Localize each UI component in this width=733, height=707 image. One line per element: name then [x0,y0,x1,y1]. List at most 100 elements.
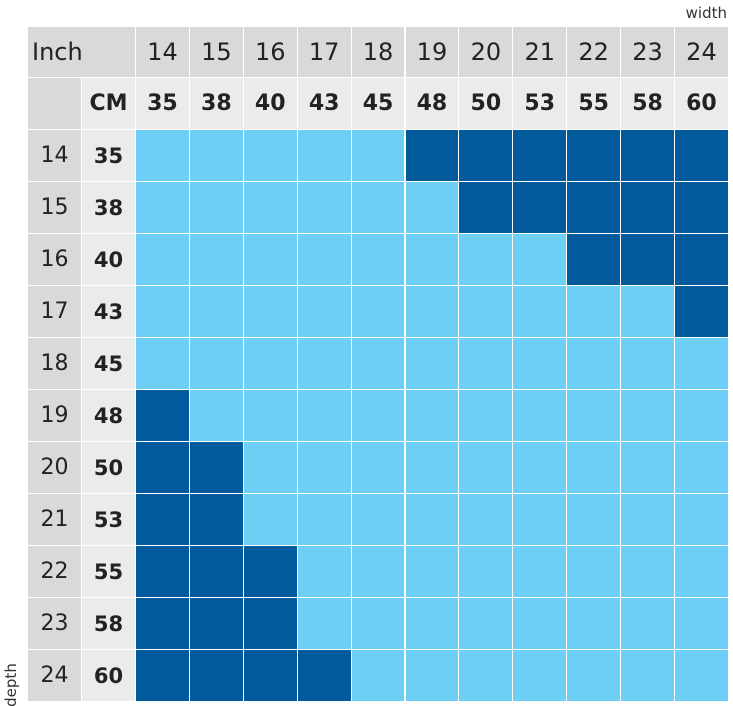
row-inch-header: 20 [28,442,82,494]
heatmap-cell-light [621,494,675,546]
heatmap-cell-light [675,650,729,702]
heatmap-cell-dark [136,598,190,650]
heatmap-cell-light [243,286,298,338]
row-cm-header: 53 [82,494,136,546]
column-inch-header: 14 [136,27,190,78]
column-cm-header: 48 [405,78,460,130]
heatmap-cell-light [567,390,622,442]
heatmap-cell-light [675,494,729,546]
heatmap-cell-light [459,494,514,546]
heatmap-cell-dark [459,130,514,182]
heatmap-cell-light [567,338,622,390]
heatmap-cell-dark [189,442,244,494]
row-inch-header: 23 [28,598,82,650]
heatmap-cell-light [675,442,729,494]
heatmap-cell-light [459,546,514,598]
column-cm-header: 45 [351,78,406,130]
heatmap-cell-light [243,442,298,494]
heatmap-cell-light [513,598,568,650]
column-inch-header: 21 [513,27,568,78]
heatmap-cell-light [189,130,244,182]
heatmap-cell-light [405,234,460,286]
heatmap-cell-light [405,442,460,494]
heatmap-cell-light [513,442,568,494]
unit-label: Inch [28,27,136,78]
heatmap-cell-light [243,234,298,286]
heatmap-cell-light [189,390,244,442]
heatmap-cell-light [567,442,622,494]
heatmap-cell-light [351,182,406,234]
heatmap-cell-dark [513,130,568,182]
heatmap-cell-dark [243,546,298,598]
row-cm-header: 60 [82,650,136,702]
column-inch-header: 19 [405,27,460,78]
heatmap-cell-dark [189,650,244,702]
heatmap-cell-light [567,598,622,650]
heatmap-cell-dark [675,182,729,234]
heatmap-cell-dark [189,598,244,650]
row-cm-header: 40 [82,234,136,286]
row-inch-header: 17 [28,286,82,338]
heatmap-cell-light [189,234,244,286]
column-inch-header: 18 [351,27,406,78]
corner-blank [28,78,82,130]
row-cm-header: 45 [82,338,136,390]
size-chart-grid: Inch CM 14 35 15 38 16 40 17 43 18 45 19 48 20 50 21 53 22… [28,27,729,702]
heatmap-cell-dark [675,130,729,182]
heatmap-cell-light [459,390,514,442]
heatmap-cell-light [459,286,514,338]
heatmap-cell-light [459,598,514,650]
heatmap-cell-light [351,338,406,390]
heatmap-cell-light [243,130,298,182]
column-cm-header: 60 [675,78,729,130]
heatmap-cell-light [405,494,460,546]
heatmap-cell-light [297,442,352,494]
heatmap-cell-dark [297,650,352,702]
heatmap-cell-light [513,650,568,702]
heatmap-cell-light [459,338,514,390]
row-inch-header: 24 [28,650,82,702]
heatmap-cell-dark [567,130,622,182]
heatmap-cell-light [243,494,298,546]
column-inch-header: 16 [243,27,298,78]
heatmap-cell-light [459,442,514,494]
row-cm-header: 35 [82,130,136,182]
heatmap-cell-light [621,650,675,702]
heatmap-cell-dark [136,442,190,494]
heatmap-cell-light [513,494,568,546]
width-axis-label: width [685,4,727,22]
row-inch-header: 21 [28,494,82,546]
row-inch-header: 15 [28,182,82,234]
column-cm-header: 50 [459,78,514,130]
heatmap-cell-light [351,650,406,702]
row-cm-header: 58 [82,598,136,650]
row-cm-header: 55 [82,546,136,598]
heatmap-cell-light [513,546,568,598]
heatmap-cell-dark [621,130,675,182]
heatmap-cell-light [405,650,460,702]
heatmap-cell-dark [621,182,675,234]
column-inch-header: 24 [675,27,729,78]
heatmap-cell-light [351,286,406,338]
heatmap-cell-dark [405,130,460,182]
heatmap-cell-light [459,650,514,702]
heatmap-cell-dark [243,598,298,650]
heatmap-cell-dark [189,546,244,598]
heatmap-cell-light [243,390,298,442]
heatmap-cell-light [621,546,675,598]
heatmap-cell-light [297,546,352,598]
row-inch-header: 14 [28,130,82,182]
heatmap-cell-light [405,598,460,650]
heatmap-cell-dark [136,390,190,442]
heatmap-cell-light [136,182,190,234]
heatmap-cell-light [189,182,244,234]
heatmap-cell-light [297,286,352,338]
heatmap-cell-dark [136,650,190,702]
heatmap-cell-light [675,390,729,442]
heatmap-cell-light [351,130,406,182]
heatmap-cell-light [297,598,352,650]
heatmap-cell-light [136,234,190,286]
heatmap-cell-dark [621,234,675,286]
column-cm-header: 53 [513,78,568,130]
depth-axis-label: depth [1,663,20,707]
